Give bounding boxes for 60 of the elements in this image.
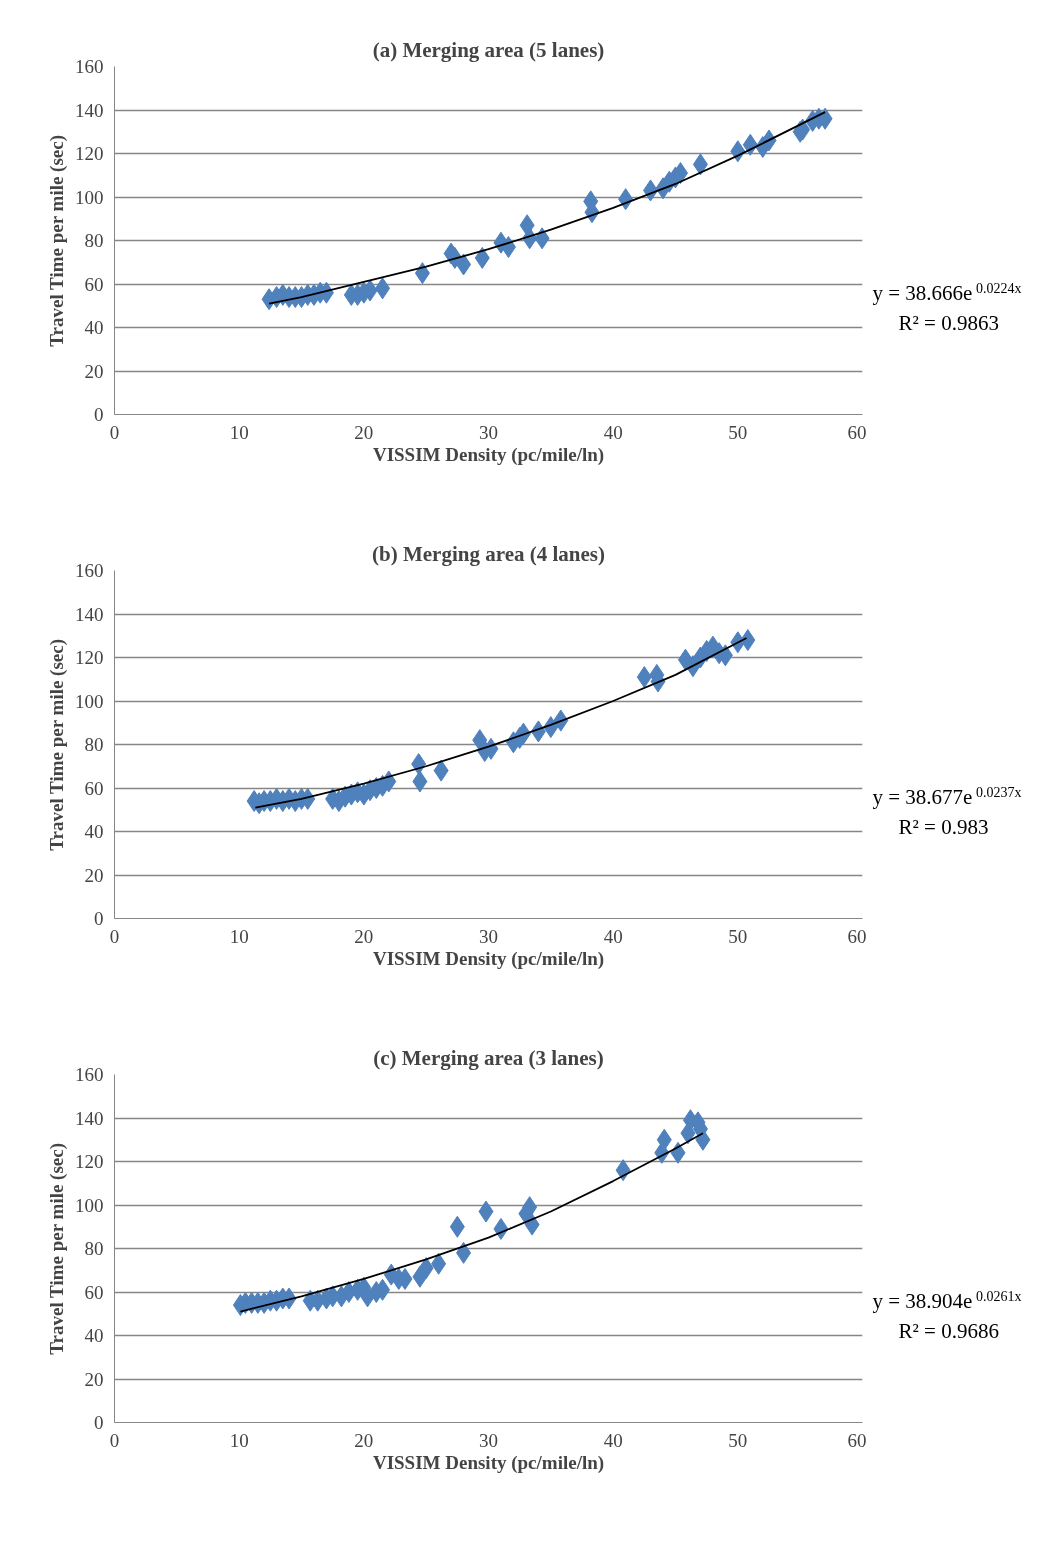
text: R² = 0.983 (898, 814, 989, 839)
x-axis-title: VISSIM Density (pc/mile/ln) (372, 443, 605, 466)
x-tick-label: 50 (728, 1429, 748, 1451)
y-tick-label: 20 (84, 1368, 104, 1390)
x-tick-label: 30 (479, 421, 498, 443)
y-tick-label: 160 (75, 56, 104, 77)
y-tick-label: 160 (75, 560, 104, 581)
y-axis-title: Travel Time per mile (sec) (46, 1142, 68, 1355)
y-tick-label: 80 (84, 1238, 104, 1259)
chart-title: (a) Merging area (5 lanes) (372, 37, 605, 62)
x-tick-label: 30 (479, 1429, 498, 1451)
x-tick-label: 10 (229, 925, 249, 947)
y-tick-label: 40 (84, 821, 104, 842)
y-tick-label: 80 (84, 230, 104, 251)
x-tick-label: 0 (109, 1429, 120, 1451)
x-tick-label: 60 (847, 925, 867, 947)
y-axis-title: Travel Time per mile (sec) (46, 134, 68, 347)
y-tick-label: 120 (75, 647, 104, 668)
text: R² = 0.9863 (898, 310, 999, 335)
y-tick-label: 100 (75, 1194, 104, 1216)
y-tick-label: 0 (94, 404, 104, 425)
x-axis-title: VISSIM Density (pc/mile/ln) (372, 1451, 605, 1474)
x-tick-label: 0 (109, 925, 120, 947)
x-tick-label: 20 (354, 421, 374, 443)
y-tick-label: 60 (84, 777, 104, 799)
x-tick-label: 40 (603, 925, 623, 947)
y-axis-title: Travel Time per mile (sec) (46, 638, 68, 851)
y-tick-label: 120 (75, 143, 104, 164)
y-tick-label: 60 (84, 273, 104, 295)
y-tick-label: 20 (84, 864, 104, 886)
x-axis-title: VISSIM Density (pc/mile/ln) (372, 947, 605, 970)
x-tick-label: 10 (229, 421, 249, 443)
chart-title: (b) Merging area (4 lanes) (372, 541, 605, 566)
y-tick-label: 20 (84, 360, 104, 382)
y-tick-label: 80 (84, 734, 104, 755)
y-tick-label: 120 (75, 1151, 104, 1172)
y-tick-label: 100 (75, 186, 104, 208)
y-tick-label: 140 (75, 603, 104, 625)
x-tick-label: 50 (728, 925, 748, 947)
y-tick-label: 0 (94, 908, 104, 929)
y-tick-label: 40 (84, 1325, 104, 1346)
text: R² = 0.9686 (898, 1318, 999, 1343)
x-tick-label: 40 (603, 421, 623, 443)
y-tick-label: 100 (75, 690, 104, 712)
x-tick-label: 0 (109, 421, 120, 443)
chart-title: (c) Merging area (3 lanes) (373, 1045, 604, 1070)
y-tick-label: 60 (84, 1281, 104, 1303)
y-tick-label: 160 (75, 1064, 104, 1085)
x-tick-label: 40 (603, 1429, 623, 1451)
x-tick-label: 60 (847, 1429, 867, 1451)
y-tick-label: 0 (94, 1412, 104, 1433)
x-tick-label: 10 (229, 1429, 249, 1451)
y-tick-label: 140 (75, 1107, 104, 1129)
x-tick-label: 60 (847, 421, 867, 443)
x-tick-label: 30 (479, 925, 498, 947)
x-tick-label: 20 (354, 1429, 374, 1451)
y-tick-label: 40 (84, 317, 104, 338)
x-tick-label: 50 (728, 421, 748, 443)
x-tick-label: 20 (354, 925, 374, 947)
y-tick-label: 140 (75, 99, 104, 121)
